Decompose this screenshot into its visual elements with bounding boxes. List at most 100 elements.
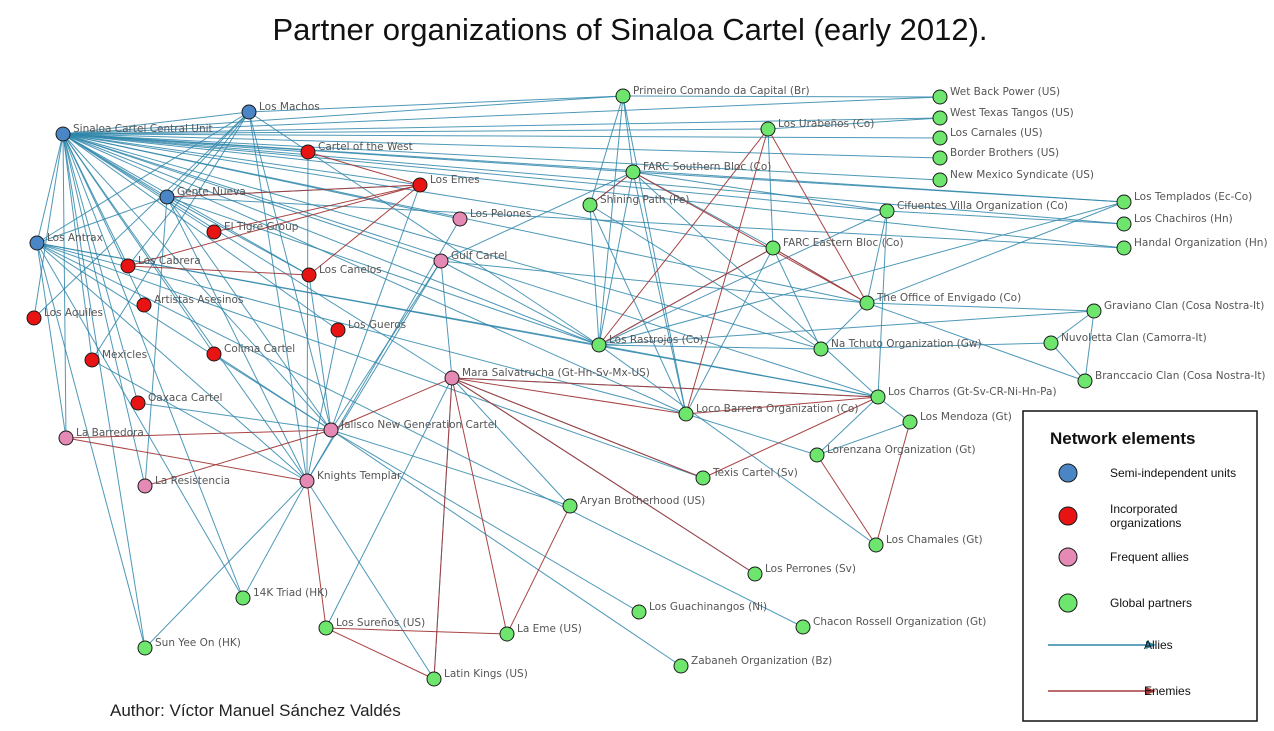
- node-handal[interactable]: [1116, 240, 1132, 256]
- node-canelos[interactable]: [301, 267, 317, 283]
- node-emes[interactable]: [412, 177, 428, 193]
- ally-edge-machos-cabrera: [127, 111, 250, 267]
- node-label-jalisco: Jalisco New Generation Cartel: [340, 419, 497, 431]
- node-sinaloa[interactable]: [55, 126, 71, 142]
- enemy-edge-aryan-laeme: [506, 505, 571, 635]
- legend-swatch-frequent: [1058, 547, 1078, 567]
- node-aryan[interactable]: [562, 498, 578, 514]
- legend-swatch-incorporated: [1058, 506, 1078, 526]
- node-label-locobarrera: Loco Barrera Organization (Co): [696, 403, 858, 415]
- node-machos[interactable]: [241, 104, 257, 120]
- node-label-gulf: Gulf Cartel: [451, 250, 507, 262]
- ally-edge-lorenzana-mendoza: [816, 421, 911, 456]
- node-wtt[interactable]: [932, 110, 948, 126]
- enemy-edge-farcs-envigado: [632, 171, 868, 304]
- node-cifuentes[interactable]: [879, 203, 895, 219]
- node-mexicles[interactable]: [84, 352, 100, 368]
- node-templados[interactable]: [1116, 194, 1132, 210]
- node-branccacio[interactable]: [1077, 373, 1093, 389]
- node-chamales[interactable]: [868, 537, 884, 553]
- node-urabenos[interactable]: [760, 121, 776, 137]
- node-latinkings[interactable]: [426, 671, 442, 687]
- ally-edge-sinaloa-handal: [62, 133, 1125, 249]
- ally-edge-sinaloa-oaxaca: [62, 133, 139, 404]
- node-border[interactable]: [932, 150, 948, 166]
- ally-edge-sinaloa-mara: [62, 133, 453, 379]
- node-westcartel[interactable]: [300, 144, 316, 160]
- node-mendoza[interactable]: [902, 414, 918, 430]
- node-farce[interactable]: [765, 240, 781, 256]
- node-guachinangos[interactable]: [631, 604, 647, 620]
- node-label-chachiros: Los Chachiros (Hn): [1134, 213, 1233, 225]
- enemy-edge-mara-texis: [451, 377, 704, 479]
- node-surenos[interactable]: [318, 620, 334, 636]
- node-antrax[interactable]: [29, 235, 45, 251]
- node-chachiros[interactable]: [1116, 216, 1132, 232]
- node-graviano[interactable]: [1086, 303, 1102, 319]
- ally-edge-sinaloa-wtt: [62, 117, 941, 135]
- node-label-pcc: Primeiro Comando da Capital (Br): [633, 85, 810, 97]
- node-aquiles[interactable]: [26, 310, 42, 326]
- node-locobarrera[interactable]: [678, 406, 694, 422]
- ally-edge-charros-lorenzana: [816, 396, 879, 456]
- node-carnales[interactable]: [932, 130, 948, 146]
- node-shining[interactable]: [582, 197, 598, 213]
- node-texis[interactable]: [695, 470, 711, 486]
- node-label-zabaneh: Zabaneh Organization (Bz): [691, 655, 832, 667]
- ally-edge-sinaloa-pcc: [62, 95, 624, 135]
- ally-edge-jalisco-guachinangos: [330, 429, 640, 613]
- enemy-edge-surenos-latinkings: [325, 627, 435, 680]
- node-label-chacon: Chacon Rossell Organization (Gt): [813, 616, 986, 628]
- node-mara[interactable]: [444, 370, 460, 386]
- ally-edge-gente-rastrojos: [166, 196, 600, 346]
- node-lorenzana[interactable]: [809, 447, 825, 463]
- enemy-edge-mara-charros: [451, 377, 879, 398]
- node-label-branccacio: Branccacio Clan (Cosa Nostra-It): [1095, 370, 1266, 382]
- ally-edge-machos-antrax: [36, 111, 250, 244]
- ally-edge-emes-jalisco: [330, 184, 421, 431]
- node-laeme[interactable]: [499, 626, 515, 642]
- node-oaxaca[interactable]: [130, 395, 146, 411]
- node-rastrojos[interactable]: [591, 337, 607, 353]
- node-gulf[interactable]: [433, 253, 449, 269]
- node-tigre[interactable]: [206, 224, 222, 240]
- node-cabrera[interactable]: [120, 258, 136, 274]
- ally-edge-gente-antrax: [36, 196, 168, 244]
- ally-edge-pcc-rastrojos: [598, 95, 624, 346]
- enemy-edge-mara-laeme: [451, 377, 508, 635]
- node-envigado[interactable]: [859, 295, 875, 311]
- ally-edge-farce-locobarrera: [685, 247, 774, 415]
- node-artistas[interactable]: [136, 297, 152, 313]
- node-nuvoletta[interactable]: [1043, 335, 1059, 351]
- ally-edge-sinaloa-templados: [62, 133, 1125, 203]
- node-jalisco[interactable]: [323, 422, 339, 438]
- enemy-edge-gente-emes: [166, 184, 421, 198]
- node-farcs[interactable]: [625, 164, 641, 180]
- ally-edge-gulf-rastrojos: [440, 260, 600, 346]
- ally-edge-knights-triad: [242, 480, 308, 599]
- ally-edge-envigado-branccacio: [866, 302, 1086, 382]
- node-wetback[interactable]: [932, 89, 948, 105]
- node-gente[interactable]: [159, 189, 175, 205]
- node-colima[interactable]: [206, 346, 222, 362]
- node-zabaneh[interactable]: [673, 658, 689, 674]
- node-knights[interactable]: [299, 473, 315, 489]
- node-triad[interactable]: [235, 590, 251, 606]
- node-barredora[interactable]: [58, 430, 74, 446]
- node-pcc[interactable]: [615, 88, 631, 104]
- enemy-edge-shining-farcs: [589, 171, 634, 206]
- node-chacon[interactable]: [795, 619, 811, 635]
- node-label-cifuentes: Cifuentes Villa Organization (Co): [897, 200, 1068, 212]
- node-pelones[interactable]: [452, 211, 468, 227]
- node-natchuto[interactable]: [813, 341, 829, 357]
- ally-edge-machos-gente: [166, 111, 250, 198]
- node-resistencia[interactable]: [137, 478, 153, 494]
- node-charros[interactable]: [870, 389, 886, 405]
- node-label-surenos: Los Sureños (US): [336, 617, 425, 629]
- node-nmsyn[interactable]: [932, 172, 948, 188]
- ally-edge-sinaloa-cifuentes: [62, 133, 888, 212]
- ally-edge-sinaloa-emes: [62, 133, 421, 186]
- node-perrones[interactable]: [747, 566, 763, 582]
- node-sunyee[interactable]: [137, 640, 153, 656]
- node-gueros[interactable]: [330, 322, 346, 338]
